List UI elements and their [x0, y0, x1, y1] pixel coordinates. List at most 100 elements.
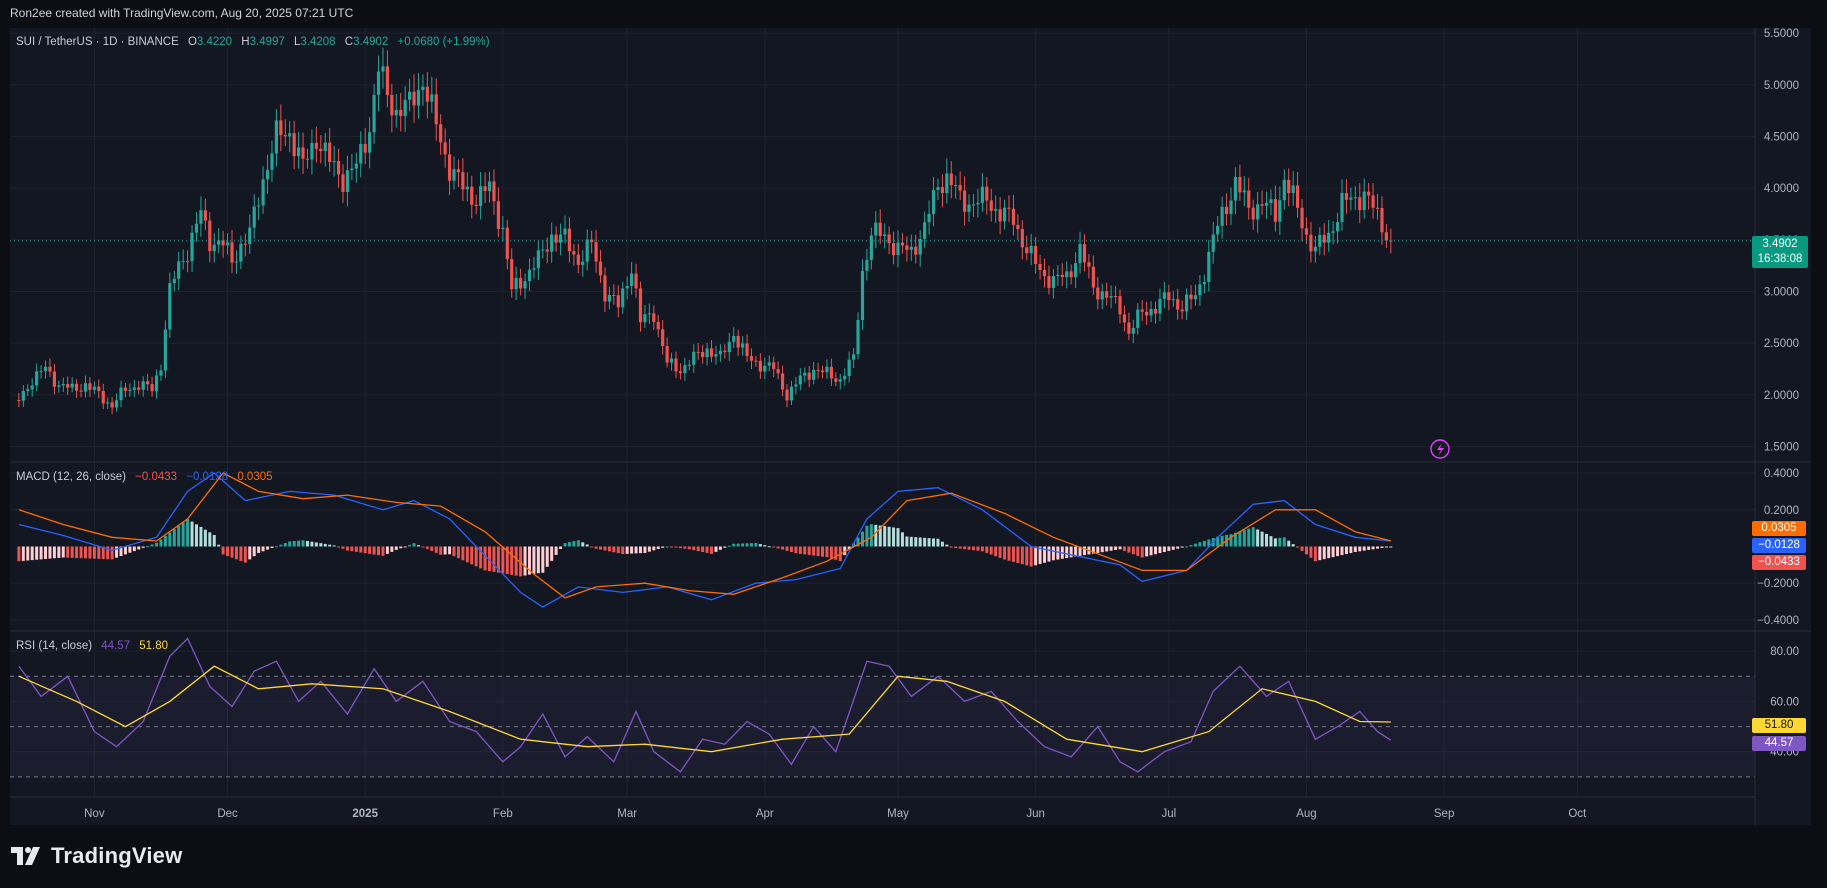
macd-hist-bar	[266, 546, 270, 550]
macd-hist-bar	[732, 543, 736, 547]
macd-hist-bar	[1047, 546, 1051, 562]
candle-body	[794, 384, 798, 387]
x-tick-label: Jul	[1161, 808, 1176, 820]
macd-hist-bar	[1100, 546, 1104, 553]
macd-hist-bar	[1193, 543, 1197, 547]
candle-body	[550, 234, 554, 252]
macd-hist-bar	[860, 531, 864, 547]
macd-hist-bar	[505, 546, 509, 575]
macd-hist-bar	[1384, 546, 1388, 548]
main-legend[interactable]: SUI / TetherUS · 1D · BINANCE O3.4220 H3…	[16, 36, 490, 48]
candle-body	[1238, 176, 1242, 193]
candle-body	[483, 186, 487, 192]
candle-body	[443, 142, 447, 155]
candle-body	[501, 227, 505, 229]
candle-body	[132, 387, 136, 390]
macd-legend[interactable]: MACD (12, 26, close) −0.0433 −0.0128 0.0…	[16, 471, 273, 483]
macd-hist-bar	[501, 546, 505, 574]
macd-hist-bar	[670, 546, 674, 548]
candle-body	[1313, 246, 1317, 252]
candle-body	[83, 383, 88, 392]
open-label: O	[187, 36, 197, 48]
candle-body	[430, 94, 434, 102]
candle-body	[576, 254, 580, 265]
macd-hist-bar	[878, 525, 882, 547]
candle-body	[1282, 179, 1286, 201]
candle-body	[949, 173, 953, 186]
candle-body	[270, 153, 274, 170]
macd-hist-bar	[1220, 535, 1224, 547]
x-tick-label: May	[887, 808, 909, 820]
rsi-legend[interactable]: RSI (14, close) 44.57 51.80	[16, 640, 168, 652]
candle-body	[1189, 294, 1193, 300]
macd-hist-bar	[261, 546, 265, 552]
macd-hist-bar	[892, 527, 896, 547]
rsi-tag: 44.57	[1752, 736, 1806, 751]
candle-body	[1078, 244, 1082, 264]
macd-hist-bar	[607, 546, 611, 552]
alert-icon[interactable]	[1430, 439, 1450, 459]
macd-hist-bar	[1185, 546, 1189, 548]
macd-hist-bar	[155, 542, 159, 547]
candle-body	[159, 370, 163, 376]
candle-body	[35, 371, 39, 386]
macd-hist-bar	[137, 546, 141, 550]
tradingview-logo[interactable]: TradingView	[11, 843, 182, 869]
macd-hist-bar	[692, 546, 696, 551]
candle-body	[905, 245, 909, 250]
macd-hist-bar	[488, 546, 492, 572]
macd-hist-bar	[914, 537, 918, 547]
candle-body	[261, 179, 265, 206]
macd-hist-bar	[701, 546, 705, 553]
macd-hist-bar	[337, 546, 341, 548]
candle-body	[1353, 197, 1357, 199]
macd-hist-bar	[1038, 546, 1042, 565]
candle-body	[883, 234, 887, 237]
macd-hist-bar	[1327, 546, 1331, 559]
candle-body	[536, 250, 540, 269]
candle-body	[585, 239, 589, 262]
candle-body	[372, 94, 376, 133]
candle-body	[456, 169, 461, 173]
y-tick-label: 80.00	[1770, 646, 1799, 658]
macd-hist-bar	[567, 542, 571, 547]
candle-body	[1331, 231, 1335, 233]
macd-hist-bar	[923, 537, 927, 547]
macd-hist-bar	[75, 546, 79, 559]
candle-body	[1074, 263, 1078, 278]
candle-body	[447, 154, 452, 181]
candle-body	[967, 204, 971, 212]
candle-body	[927, 213, 931, 223]
candle-body	[208, 220, 212, 252]
macd-hist-bar	[425, 546, 429, 549]
candle-body	[714, 354, 718, 357]
macd-hist-bar	[758, 544, 762, 547]
candle-body	[177, 261, 181, 279]
hist-tag: −0.0433	[1752, 555, 1806, 570]
macd-hist-bar	[310, 541, 314, 547]
macd-hist-bar	[1145, 546, 1149, 557]
candle-body	[376, 71, 381, 95]
candle-body	[931, 189, 936, 214]
macd-hist-bar	[128, 546, 132, 553]
macd-hist-bar	[678, 546, 682, 549]
candle-body	[323, 142, 327, 152]
macd-hist-bar	[652, 546, 656, 551]
candle-body	[1264, 202, 1269, 206]
candle-body	[923, 222, 927, 239]
candle-body	[359, 143, 363, 164]
candle-body	[141, 381, 145, 390]
macd-hist-bar	[745, 543, 749, 547]
candle-body	[900, 242, 905, 246]
candle-body	[803, 372, 807, 376]
macd-hist-bar	[190, 521, 194, 547]
symbol-label[interactable]: SUI / TetherUS · 1D · BINANCE	[16, 36, 179, 48]
macd-hist-bar	[1034, 546, 1038, 566]
macd-hist-bar	[1367, 546, 1371, 550]
macd-hist-bar	[794, 546, 798, 554]
candle-body	[239, 243, 243, 262]
macd-hist-bar	[918, 537, 922, 547]
macd-hist-bar	[279, 544, 283, 547]
macd-hist-bar	[456, 546, 460, 559]
